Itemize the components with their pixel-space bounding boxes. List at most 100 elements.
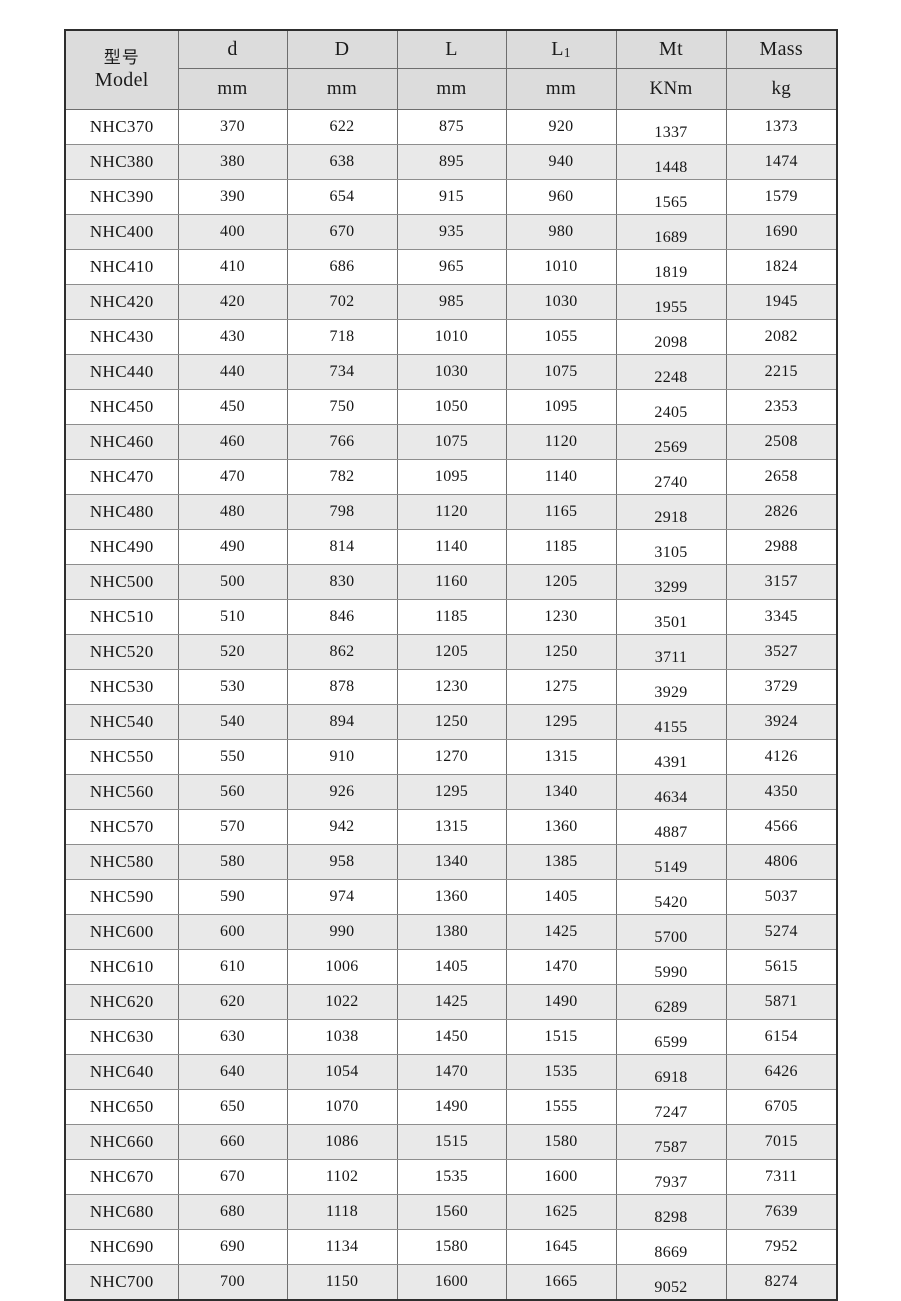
cell-L: 1095	[396, 459, 507, 495]
table-row: NHC530 530 878 1230 1275 3929 3729	[64, 669, 838, 705]
cell-L: 1360	[396, 879, 507, 915]
table-row: NHC420 420 702 985 1030 1955 1945	[64, 284, 838, 320]
cell-d: 450	[177, 389, 288, 425]
cell-d: 510	[177, 599, 288, 635]
cell-Mass: 1579	[725, 179, 838, 215]
cell-Mass: 5871	[725, 984, 838, 1020]
cell-Mt: 1565	[615, 179, 727, 215]
table-row: NHC650 650 1070 1490 1555 7247 6705	[64, 1089, 838, 1125]
cell-model: NHC460	[64, 424, 179, 460]
table-row: NHC610 610 1006 1405 1470 5990 5615	[64, 949, 838, 985]
cell-L: 1120	[396, 494, 507, 530]
cell-d: 680	[177, 1194, 288, 1230]
table-row: NHC540 540 894 1250 1295 4155 3924	[64, 704, 838, 740]
cell-Mass: 5037	[725, 879, 838, 915]
cell-model: NHC690	[64, 1229, 179, 1265]
cell-Mt: 2248	[615, 354, 727, 390]
cell-Mt: 1448	[615, 144, 727, 180]
cell-D: 958	[286, 844, 398, 880]
cell-d: 550	[177, 739, 288, 775]
cell-D: 654	[286, 179, 398, 215]
cell-Mass: 4126	[725, 739, 838, 775]
cell-d: 400	[177, 214, 288, 250]
cell-D: 638	[286, 144, 398, 180]
header-model-latin: Model	[94, 68, 149, 91]
cell-d: 670	[177, 1159, 288, 1195]
cell-Mt: 5990	[615, 949, 727, 985]
cell-model: NHC560	[64, 774, 179, 810]
header-unit-Mt: KNm	[615, 68, 727, 110]
cell-Mt: 5420	[615, 879, 727, 915]
cell-D: 1022	[286, 984, 398, 1020]
cell-d: 610	[177, 949, 288, 985]
cell-D: 750	[286, 389, 398, 425]
cell-Mass: 2508	[725, 424, 838, 460]
cell-d: 440	[177, 354, 288, 390]
cell-L: 875	[396, 109, 507, 145]
cell-Mass: 2826	[725, 494, 838, 530]
cell-model: NHC420	[64, 284, 179, 320]
table-row: NHC640 640 1054 1470 1535 6918 6426	[64, 1054, 838, 1090]
header-symbol-L: L	[396, 29, 507, 69]
header-unit-Mass: kg	[725, 68, 838, 110]
table-row: NHC410 410 686 965 1010 1819 1824	[64, 249, 838, 285]
cell-Mt: 6289	[615, 984, 727, 1020]
table-row: NHC380 380 638 895 940 1448 1474	[64, 144, 838, 180]
cell-D: 1054	[286, 1054, 398, 1090]
cell-Mass: 1690	[725, 214, 838, 250]
header-unit-L1: mm	[505, 68, 617, 110]
cell-L1: 1205	[505, 564, 617, 600]
cell-L1: 1625	[505, 1194, 617, 1230]
cell-L: 1205	[396, 634, 507, 670]
cell-L1: 1095	[505, 389, 617, 425]
cell-model: NHC590	[64, 879, 179, 915]
cell-model: NHC650	[64, 1089, 179, 1125]
header-symbol-Mass-text: Mass	[759, 38, 803, 60]
cell-D: 1086	[286, 1124, 398, 1160]
cell-d: 520	[177, 634, 288, 670]
spec-table-container: 型号 Model d D L L1 Mt Mass mm mm mm mm KN…	[64, 29, 838, 1301]
cell-Mt: 1819	[615, 249, 727, 285]
header-symbol-Mt-text: Mt	[659, 38, 683, 60]
cell-Mt: 1689	[615, 214, 727, 250]
cell-D: 1150	[286, 1264, 398, 1301]
cell-L: 1600	[396, 1264, 507, 1301]
cell-d: 460	[177, 424, 288, 460]
cell-d: 430	[177, 319, 288, 355]
cell-L1: 1275	[505, 669, 617, 705]
cell-Mass: 2988	[725, 529, 838, 565]
cell-D: 1006	[286, 949, 398, 985]
table-row: NHC680 680 1118 1560 1625 8298 7639	[64, 1194, 838, 1230]
cell-D: 974	[286, 879, 398, 915]
cell-L1: 1425	[505, 914, 617, 950]
cell-L1: 1120	[505, 424, 617, 460]
cell-model: NHC680	[64, 1194, 179, 1230]
cell-D: 990	[286, 914, 398, 950]
cell-L: 985	[396, 284, 507, 320]
cell-Mt: 7247	[615, 1089, 727, 1125]
cell-model: NHC380	[64, 144, 179, 180]
cell-d: 560	[177, 774, 288, 810]
cell-L: 1315	[396, 809, 507, 845]
cell-model: NHC540	[64, 704, 179, 740]
table-header: 型号 Model d D L L1 Mt Mass mm mm mm mm KN…	[64, 29, 838, 110]
cell-model: NHC570	[64, 809, 179, 845]
table-row: NHC460 460 766 1075 1120 2569 2508	[64, 424, 838, 460]
cell-D: 846	[286, 599, 398, 635]
cell-Mass: 7015	[725, 1124, 838, 1160]
cell-Mass: 6705	[725, 1089, 838, 1125]
cell-L: 1490	[396, 1089, 507, 1125]
cell-model: NHC440	[64, 354, 179, 390]
cell-Mass: 7952	[725, 1229, 838, 1265]
cell-model: NHC600	[64, 914, 179, 950]
table-row: NHC490 490 814 1140 1185 3105 2988	[64, 529, 838, 565]
table-row: NHC510 510 846 1185 1230 3501 3345	[64, 599, 838, 635]
header-unit-L: mm	[396, 68, 507, 110]
cell-d: 630	[177, 1019, 288, 1055]
cell-Mass: 5274	[725, 914, 838, 950]
header-symbol-L1-text: L	[551, 38, 564, 60]
cell-d: 470	[177, 459, 288, 495]
cell-model: NHC670	[64, 1159, 179, 1195]
header-symbol-Mass: Mass	[725, 29, 838, 69]
cell-D: 670	[286, 214, 398, 250]
